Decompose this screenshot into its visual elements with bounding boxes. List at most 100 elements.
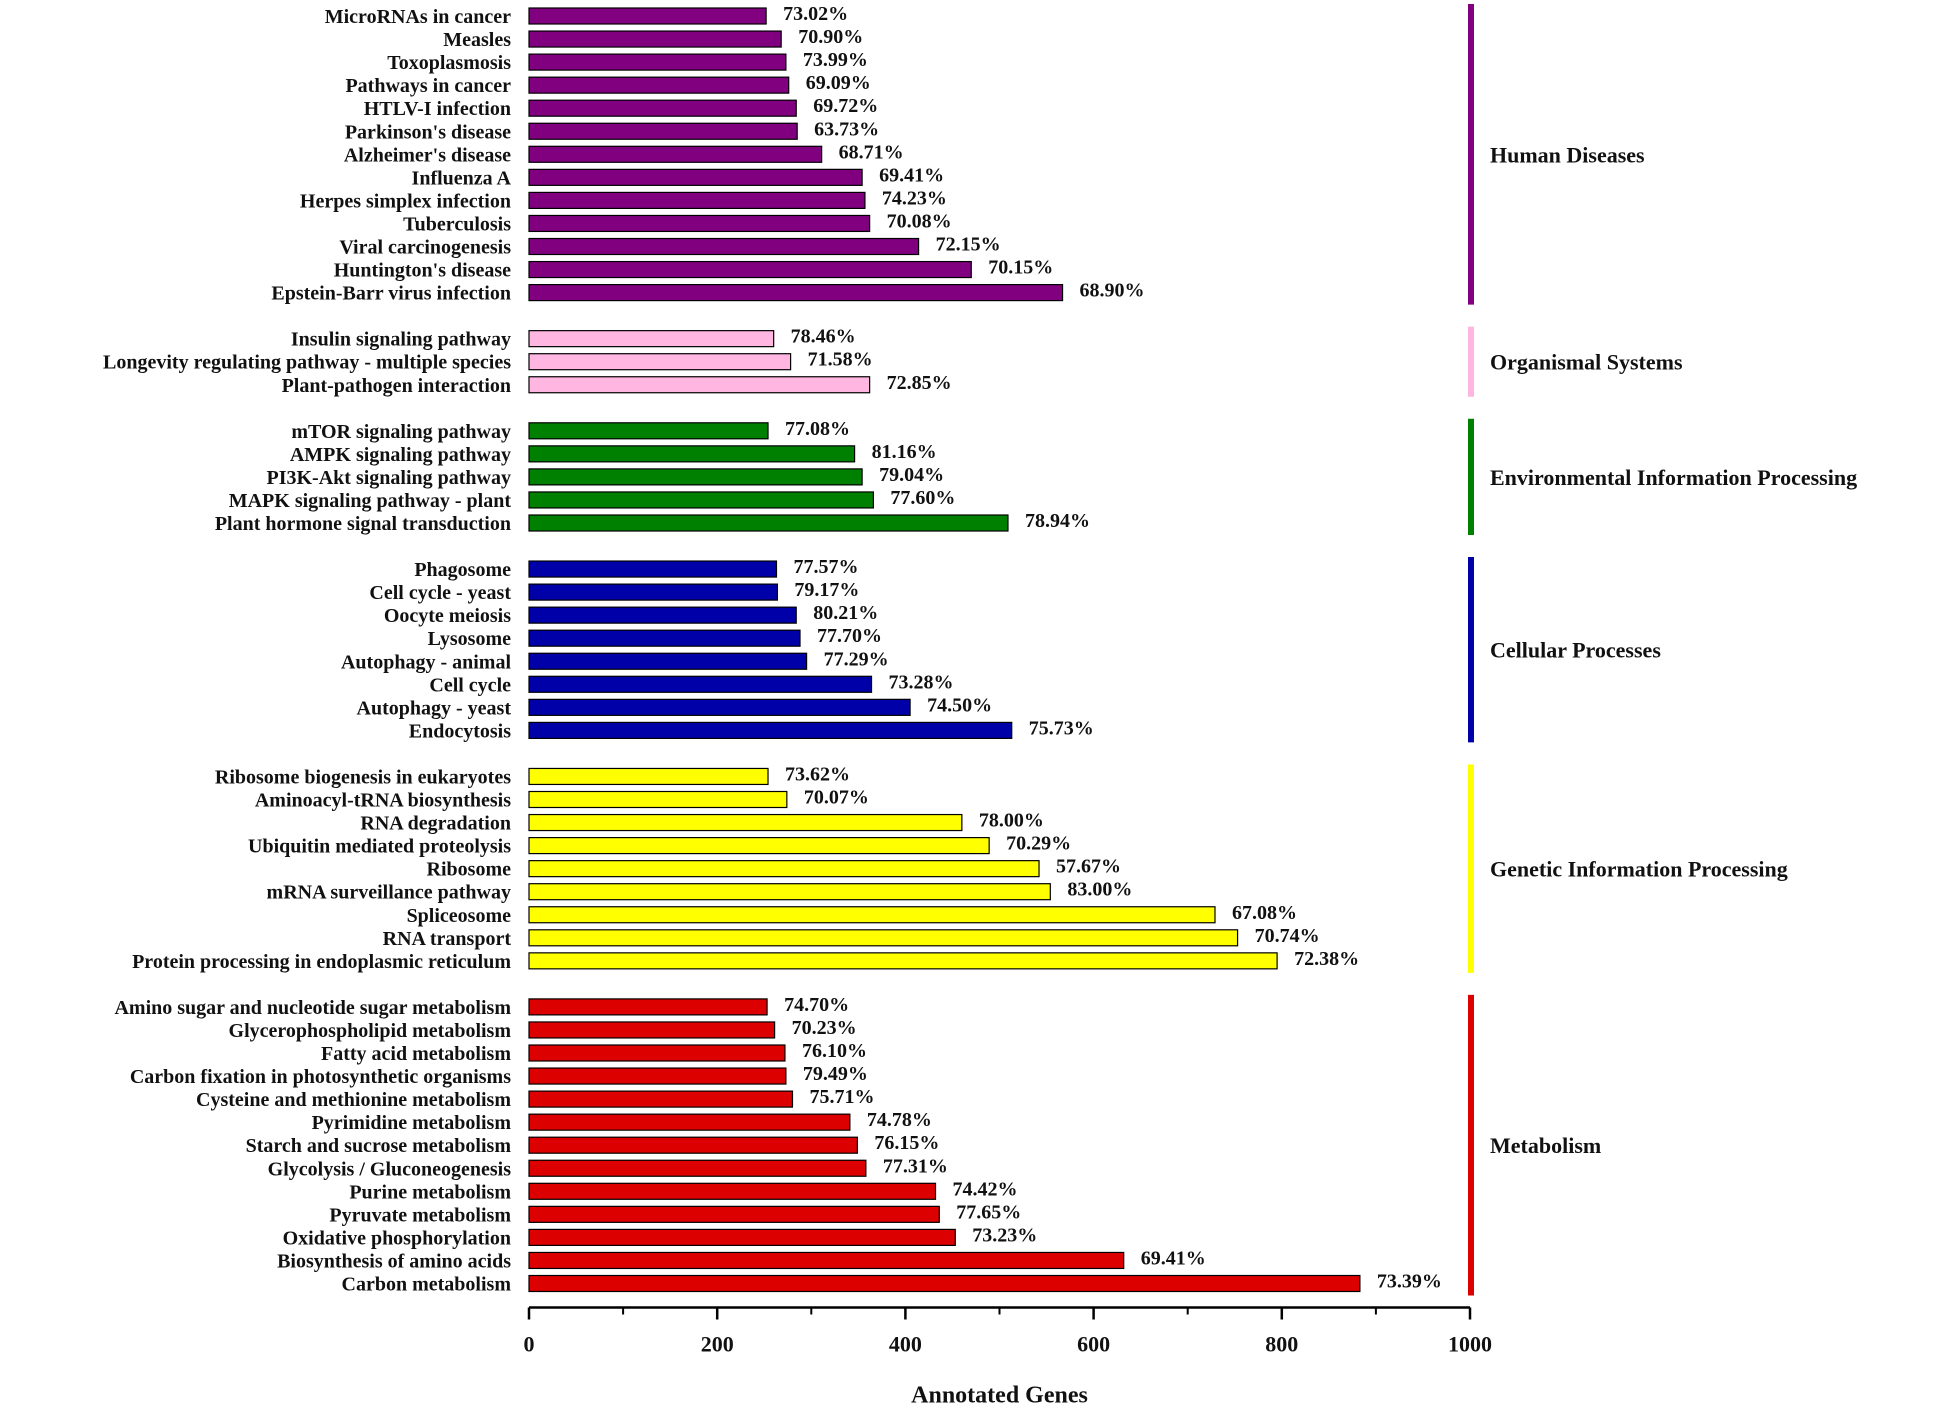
percent-label: 57.67% xyxy=(1056,856,1121,878)
bar xyxy=(528,606,797,624)
category-label: Purine metabolism xyxy=(349,1181,511,1203)
category-label: Spliceosome xyxy=(407,905,512,927)
percent-label: 73.62% xyxy=(785,763,850,785)
category-label: Epstein-Barr virus infection xyxy=(271,283,511,305)
bar xyxy=(528,53,787,71)
bar xyxy=(528,214,871,233)
percent-label: 77.70% xyxy=(817,625,882,647)
bar xyxy=(528,468,863,486)
percent-label: 77.65% xyxy=(956,1201,1021,1223)
category-label: Ubiquitin mediated proteolysis xyxy=(248,836,511,858)
bar xyxy=(528,353,792,371)
category-label: Oocyte meiosis xyxy=(384,605,511,627)
bar xyxy=(528,1274,1361,1293)
group-label: Organismal Systems xyxy=(1490,350,1683,375)
percent-label: 74.50% xyxy=(927,694,992,716)
bar xyxy=(528,813,963,832)
percent-label: 73.02% xyxy=(783,3,848,25)
category-label: Cysteine and methionine metabolism xyxy=(196,1089,511,1111)
bar xyxy=(528,952,1278,970)
category-label: Lysosome xyxy=(428,628,511,650)
category-label: Biosynthesis of amino acids xyxy=(277,1250,511,1272)
category-label: Alzheimer's disease xyxy=(344,144,511,166)
x-tick-label: 600 xyxy=(1077,1332,1110,1357)
x-tick-label: 1000 xyxy=(1448,1332,1492,1357)
bar xyxy=(528,721,1013,740)
percent-label: 76.10% xyxy=(802,1040,867,1062)
percent-label: 70.07% xyxy=(804,787,869,809)
group-label: Genetic Information Processing xyxy=(1490,857,1788,882)
bar xyxy=(528,790,788,809)
percent-label: 63.73% xyxy=(814,118,879,140)
category-label: Oxidative phosphorylation xyxy=(283,1227,511,1249)
bar xyxy=(528,145,823,163)
category-label: Pathways in cancer xyxy=(345,75,511,97)
bar xyxy=(528,1182,937,1200)
category-label: Aminoacyl-tRNA biosynthesis xyxy=(255,790,511,812)
bar xyxy=(528,99,797,117)
percent-label: 73.28% xyxy=(889,671,954,693)
percent-label: 77.29% xyxy=(824,648,889,670)
bar xyxy=(528,883,1051,901)
category-label: Ribosome biogenesis in eukaryotes xyxy=(215,766,511,788)
bar xyxy=(528,514,1009,532)
percent-label: 78.94% xyxy=(1025,510,1090,532)
bar xyxy=(528,491,875,509)
bar xyxy=(528,1251,1125,1270)
bar xyxy=(528,629,801,647)
category-label: Glycolysis / Gluconeogenesis xyxy=(268,1158,512,1180)
category-label: mTOR signaling pathway xyxy=(291,421,511,443)
category-label: Autophagy - animal xyxy=(341,651,511,673)
percent-label: 70.29% xyxy=(1006,833,1071,855)
bar xyxy=(528,376,871,394)
percent-label: 77.31% xyxy=(883,1155,948,1177)
category-label: Herpes simplex infection xyxy=(300,190,511,212)
percent-label: 72.85% xyxy=(887,372,952,394)
percent-label: 79.17% xyxy=(794,579,859,601)
category-label: Pyruvate metabolism xyxy=(329,1204,511,1226)
category-label: Glycerophospholipid metabolism xyxy=(229,1020,512,1042)
bar xyxy=(528,675,873,693)
bar xyxy=(528,422,769,440)
percent-label: 70.23% xyxy=(792,1017,857,1039)
bar xyxy=(528,191,866,209)
percent-label: 77.60% xyxy=(890,487,955,509)
percent-label: 79.49% xyxy=(803,1063,868,1085)
percent-label: 70.90% xyxy=(798,26,863,48)
percent-label: 78.46% xyxy=(791,326,856,348)
percent-label: 69.72% xyxy=(813,95,878,117)
category-label: RNA transport xyxy=(383,928,512,950)
category-label: Phagosome xyxy=(414,559,511,581)
category-label: Viral carcinogenesis xyxy=(339,237,511,259)
bar xyxy=(528,1159,867,1177)
bar xyxy=(528,1228,956,1247)
category-label: Insulin signaling pathway xyxy=(291,329,511,351)
category-label: mRNA surveillance pathway xyxy=(267,882,511,904)
category-label: RNA degradation xyxy=(360,813,511,835)
bar xyxy=(528,652,808,670)
bar xyxy=(528,906,1216,924)
bar xyxy=(528,583,779,601)
percent-label: 68.71% xyxy=(839,141,904,163)
category-label: Pyrimidine metabolism xyxy=(312,1112,512,1134)
percent-label: 70.74% xyxy=(1255,925,1320,947)
percent-label: 70.08% xyxy=(887,210,952,232)
bar xyxy=(528,1113,851,1131)
category-label: Carbon metabolism xyxy=(342,1274,512,1296)
bar xyxy=(528,7,767,25)
bar xyxy=(528,836,990,855)
category-label: Protein processing in endoplasmic reticu… xyxy=(132,951,511,973)
percent-label: 76.15% xyxy=(874,1132,939,1154)
bar xyxy=(528,1136,859,1154)
category-label: Cell cycle xyxy=(429,674,511,696)
percent-label: 71.58% xyxy=(808,349,873,371)
x-axis-title: Annotated Genes xyxy=(911,1383,1088,1409)
category-label: MAPK signaling pathway - plant xyxy=(229,490,512,512)
bar xyxy=(528,122,798,140)
category-label: MicroRNAs in cancer xyxy=(325,6,511,28)
category-label: Cell cycle - yeast xyxy=(369,582,511,604)
category-label: Carbon fixation in photosynthetic organi… xyxy=(130,1066,511,1088)
group-label: Metabolism xyxy=(1490,1133,1601,1158)
bar xyxy=(528,30,782,48)
